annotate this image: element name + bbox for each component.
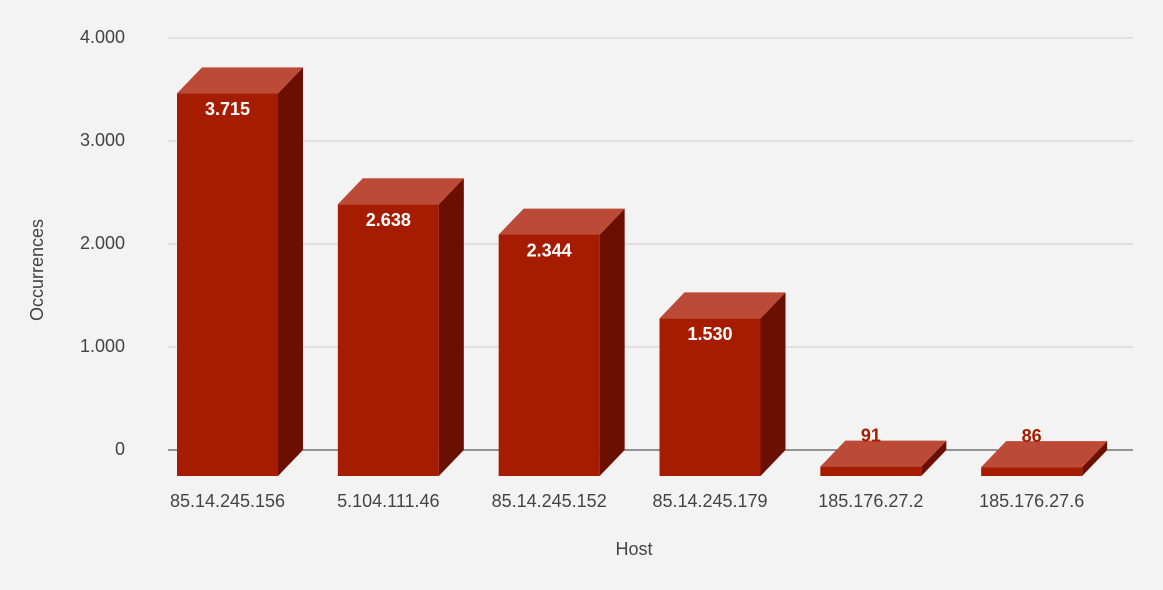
x-tick-label: 85.14.245.156 bbox=[170, 491, 285, 511]
value-label: 2.344 bbox=[527, 240, 572, 260]
bar-side bbox=[599, 208, 625, 476]
x-tick-label: 5.104.111.46 bbox=[337, 491, 439, 511]
bar bbox=[820, 440, 947, 476]
bar bbox=[177, 67, 303, 476]
bar-top bbox=[659, 292, 786, 319]
value-label: 91 bbox=[861, 425, 881, 445]
bar-side bbox=[921, 440, 947, 476]
bar-side bbox=[438, 178, 464, 476]
bar-front bbox=[981, 467, 1083, 476]
value-label: 3.715 bbox=[205, 99, 250, 119]
bar bbox=[337, 178, 464, 476]
bar-top bbox=[498, 208, 625, 235]
y-axis-title: Occurrences bbox=[27, 219, 47, 321]
value-label: 2.638 bbox=[366, 210, 411, 230]
x-tick-label: 85.14.245.152 bbox=[492, 491, 607, 511]
bar-front bbox=[337, 204, 439, 476]
y-tick-label: 4.000 bbox=[80, 27, 125, 47]
bar-top bbox=[820, 440, 947, 467]
y-tick-label: 0 bbox=[115, 439, 125, 459]
bar-front bbox=[820, 466, 922, 476]
y-tick-label: 3.000 bbox=[80, 130, 125, 150]
bar bbox=[981, 441, 1108, 476]
x-axis-title: Host bbox=[615, 539, 652, 559]
bar bbox=[659, 292, 786, 476]
bar-side bbox=[760, 292, 786, 476]
x-tick-label: 185.176.27.2 bbox=[818, 491, 923, 511]
bar-top bbox=[177, 67, 303, 94]
x-tick-label: 185.176.27.6 bbox=[979, 491, 1084, 511]
bar-front bbox=[177, 93, 278, 476]
bar-side bbox=[278, 67, 303, 476]
bar-front bbox=[659, 318, 761, 476]
value-label: 86 bbox=[1022, 426, 1042, 446]
y-tick-label: 2.000 bbox=[80, 233, 125, 253]
value-label: 1.530 bbox=[687, 324, 732, 344]
bar-front bbox=[498, 234, 600, 476]
bar-top bbox=[337, 178, 464, 205]
bar-side bbox=[1082, 441, 1108, 476]
bar-top bbox=[981, 441, 1108, 468]
x-tick-label: 85.14.245.179 bbox=[652, 491, 767, 511]
y-tick-label: 1.000 bbox=[80, 336, 125, 356]
bar bbox=[498, 208, 625, 476]
